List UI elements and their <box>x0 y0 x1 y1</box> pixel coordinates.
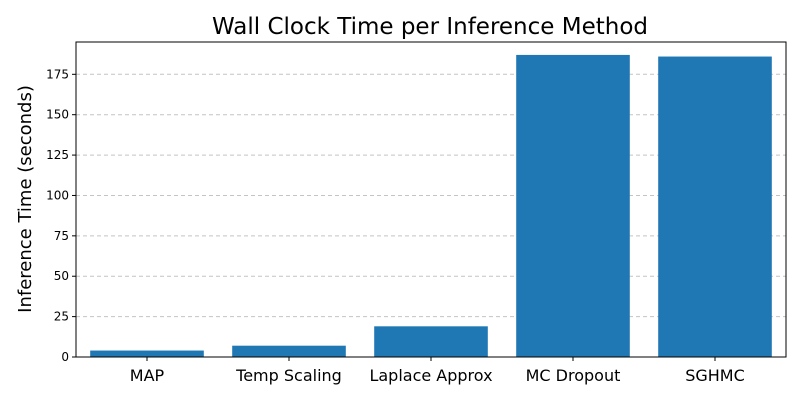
bars <box>90 54 772 358</box>
x-tick-label: Temp Scaling <box>235 366 342 385</box>
y-axis-label: Inference Time (seconds) <box>15 85 36 313</box>
bar-laplace-approx <box>374 326 488 357</box>
y-tick-label: 25 <box>54 310 69 324</box>
y-tick-label: 75 <box>54 229 69 243</box>
x-tick-label: Laplace Approx <box>369 366 492 385</box>
y-tick-label: 175 <box>46 67 69 81</box>
y-axis-ticks: 0 25 50 75 100 125 150 175 <box>46 67 76 364</box>
y-tick-label: 50 <box>54 269 69 283</box>
y-tick-label: 100 <box>46 188 69 202</box>
bar-temp-scaling <box>232 345 346 357</box>
bar-map <box>90 350 204 357</box>
y-tick-label: 125 <box>46 148 69 162</box>
chart-title: Wall Clock Time per Inference Method <box>212 14 648 40</box>
y-tick-label: 150 <box>46 108 69 122</box>
bar-sghmc <box>658 56 772 358</box>
y-tick-label: 0 <box>61 350 69 364</box>
x-tick-label: MAP <box>130 366 165 385</box>
bar-mc-dropout <box>516 54 630 358</box>
x-tick-label: MC Dropout <box>526 366 621 385</box>
x-tick-label: SGHMC <box>685 366 745 385</box>
x-axis-ticks: MAP Temp Scaling Laplace Approx MC Dropout S… <box>130 357 745 385</box>
